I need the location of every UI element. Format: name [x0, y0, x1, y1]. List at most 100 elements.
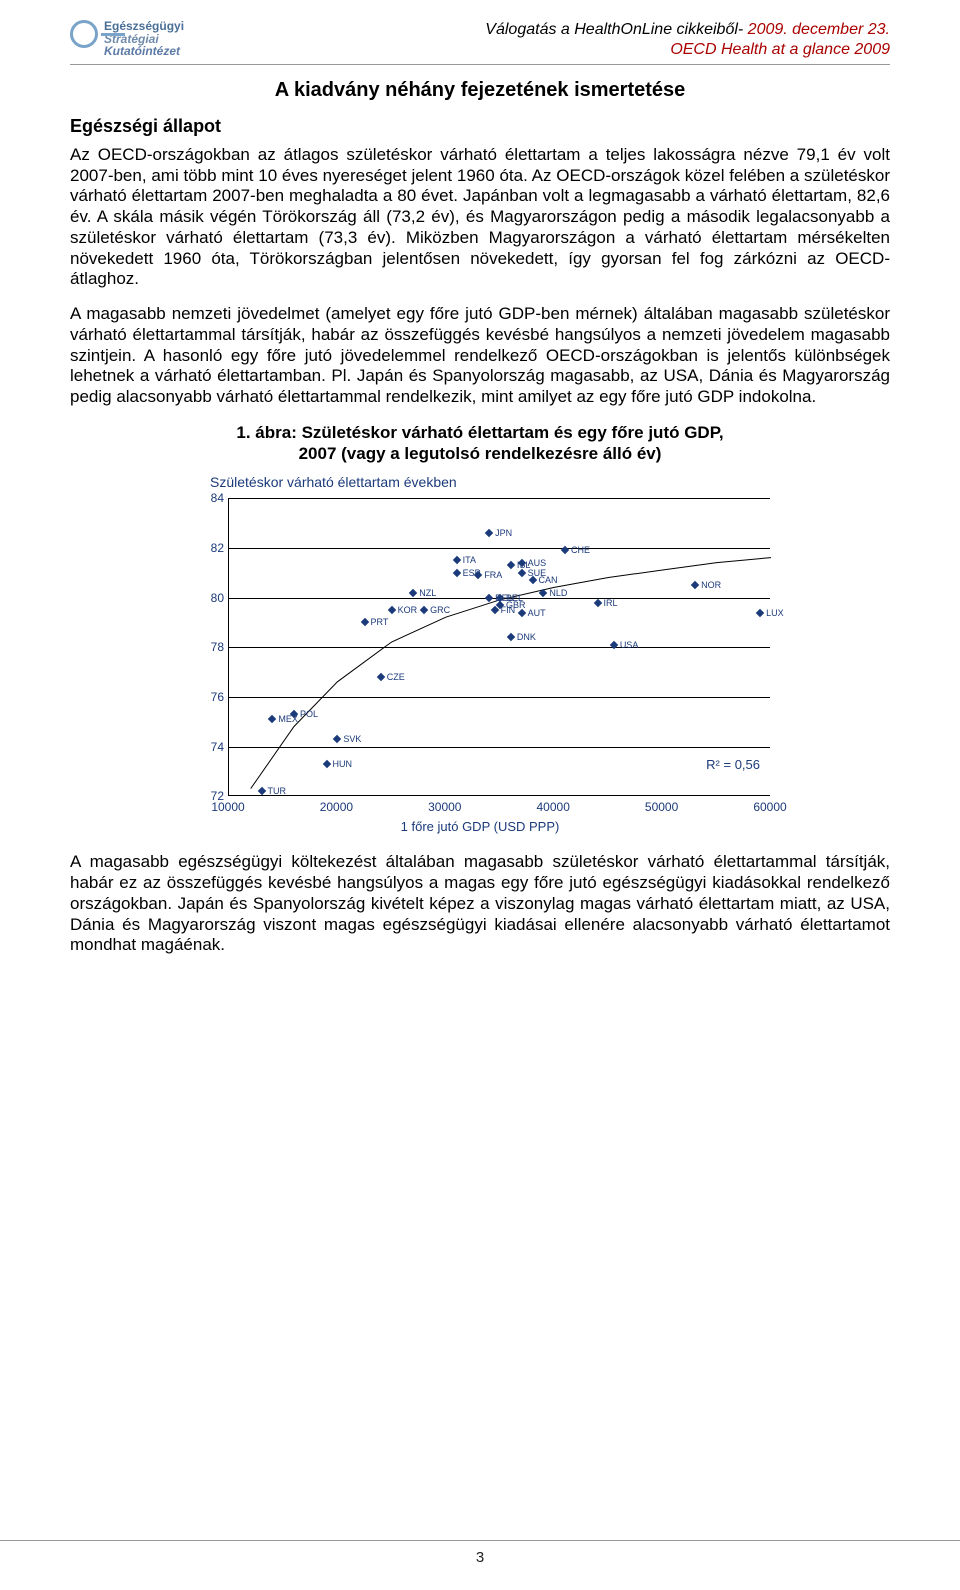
- point-label: GRC: [430, 605, 450, 615]
- point-label: JPN: [495, 528, 512, 538]
- y-tick-label: 80: [194, 591, 224, 605]
- point-marker: [517, 559, 525, 567]
- point-marker: [360, 618, 368, 626]
- point-label: SUE: [528, 568, 547, 578]
- data-point: SUE: [519, 568, 547, 578]
- point-label: FRA: [484, 570, 502, 580]
- data-point: JPN: [486, 528, 512, 538]
- section-title: A kiadvány néhány fejezetének ismertetés…: [70, 79, 890, 102]
- data-point: DNK: [508, 632, 536, 642]
- logo-icon: [70, 20, 98, 48]
- x-tick-label: 60000: [753, 800, 786, 814]
- logo-line3: Kutatóintézet: [104, 45, 184, 58]
- data-point: ITA: [454, 555, 476, 565]
- chart-plot-area: TURHUNSVKPOLMEXCZEDNKUSAPRTGRCKORFINGBRA…: [180, 494, 780, 834]
- point-label: CHE: [571, 545, 590, 555]
- point-label: ITA: [463, 555, 476, 565]
- paragraph-1: Az OECD-országokban az átlagos születésk…: [70, 145, 890, 290]
- paragraph-2: A magasabb nemzeti jövedelmet (amelyet e…: [70, 304, 890, 408]
- point-label: USA: [620, 640, 639, 650]
- point-marker: [610, 641, 618, 649]
- trend-curve: [229, 498, 770, 795]
- point-label: TUR: [268, 786, 287, 796]
- point-marker: [496, 593, 504, 601]
- point-label: NZL: [419, 588, 436, 598]
- header-line2: OECD Health at a glance 2009: [485, 40, 890, 60]
- data-point: CHE: [562, 545, 590, 555]
- data-point: KOR: [389, 605, 418, 615]
- point-label: LUX: [766, 608, 784, 618]
- point-label: AUS: [528, 558, 547, 568]
- y-tick-label: 78: [194, 640, 224, 654]
- point-label: POL: [300, 709, 318, 719]
- figure-caption: 1. ábra: Születéskor várható élettartam …: [70, 422, 890, 465]
- point-label: SVK: [343, 734, 361, 744]
- data-point: ESP: [454, 568, 481, 578]
- point-marker: [333, 735, 341, 743]
- point-label: ESP: [463, 568, 481, 578]
- header-line1-plain: Válogatás a HealthOnLine cikkeiből-: [485, 21, 747, 38]
- point-marker: [593, 598, 601, 606]
- chart: Születéskor várható élettartam években T…: [180, 474, 780, 834]
- point-label: PRT: [371, 617, 389, 627]
- data-point: MEX: [269, 714, 298, 724]
- data-point: AUS: [519, 558, 547, 568]
- point-marker: [517, 569, 525, 577]
- data-point: AUT: [519, 608, 546, 618]
- data-point: LUX: [757, 608, 784, 618]
- subheading: Egészségi állapot: [70, 116, 890, 137]
- y-tick-label: 82: [194, 541, 224, 555]
- y-tick-label: 76: [194, 690, 224, 704]
- chart-x-label: 1 főre jutó GDP (USD PPP): [180, 819, 780, 834]
- data-point: NOR: [692, 580, 721, 590]
- page-footer: 3: [0, 1540, 960, 1566]
- point-label: BEL: [506, 593, 523, 603]
- data-point: PRT: [362, 617, 389, 627]
- page-header: Egészségügyi Stratégiai Kutatóintézet Vá…: [70, 20, 890, 65]
- point-marker: [517, 608, 525, 616]
- point-marker: [485, 593, 493, 601]
- point-label: MEX: [278, 714, 298, 724]
- x-tick-label: 20000: [320, 800, 353, 814]
- logo-line1: Egészségügyi: [104, 20, 184, 33]
- point-marker: [420, 606, 428, 614]
- point-marker: [409, 588, 417, 596]
- data-point: GRC: [421, 605, 450, 615]
- data-point: CZE: [378, 672, 405, 682]
- page-number: 3: [476, 1549, 484, 1566]
- data-point: NLD: [540, 588, 567, 598]
- data-point: USA: [611, 640, 639, 650]
- point-marker: [756, 608, 764, 616]
- point-marker: [507, 633, 515, 641]
- point-marker: [452, 569, 460, 577]
- data-point: TUR: [259, 786, 287, 796]
- point-label: KOR: [398, 605, 418, 615]
- x-tick-label: 50000: [645, 800, 678, 814]
- point-marker: [485, 529, 493, 537]
- point-marker: [452, 556, 460, 564]
- point-marker: [387, 606, 395, 614]
- point-label: DNK: [517, 632, 536, 642]
- point-label: CZE: [387, 672, 405, 682]
- point-marker: [691, 581, 699, 589]
- logo: Egészségügyi Stratégiai Kutatóintézet: [70, 20, 184, 58]
- point-marker: [539, 588, 547, 596]
- point-label: IRL: [604, 598, 618, 608]
- x-tick-label: 10000: [211, 800, 244, 814]
- point-marker: [507, 561, 515, 569]
- data-point: SVK: [334, 734, 361, 744]
- x-tick-label: 30000: [428, 800, 461, 814]
- point-label: NOR: [701, 580, 721, 590]
- header-right: Válogatás a HealthOnLine cikkeiből- 2009…: [485, 20, 890, 60]
- data-point: IRL: [595, 598, 618, 608]
- point-label: NLD: [549, 588, 567, 598]
- y-tick-label: 74: [194, 740, 224, 754]
- data-point: BEL: [497, 593, 523, 603]
- paragraph-3: A magasabb egészségügyi költekezést álta…: [70, 852, 890, 956]
- header-line1-date: 2009. december 23.: [748, 21, 890, 38]
- point-marker: [322, 760, 330, 768]
- x-tick-label: 40000: [537, 800, 570, 814]
- point-marker: [257, 787, 265, 795]
- chart-r2-label: R² = 0,56: [706, 757, 760, 772]
- data-point: HUN: [324, 759, 353, 769]
